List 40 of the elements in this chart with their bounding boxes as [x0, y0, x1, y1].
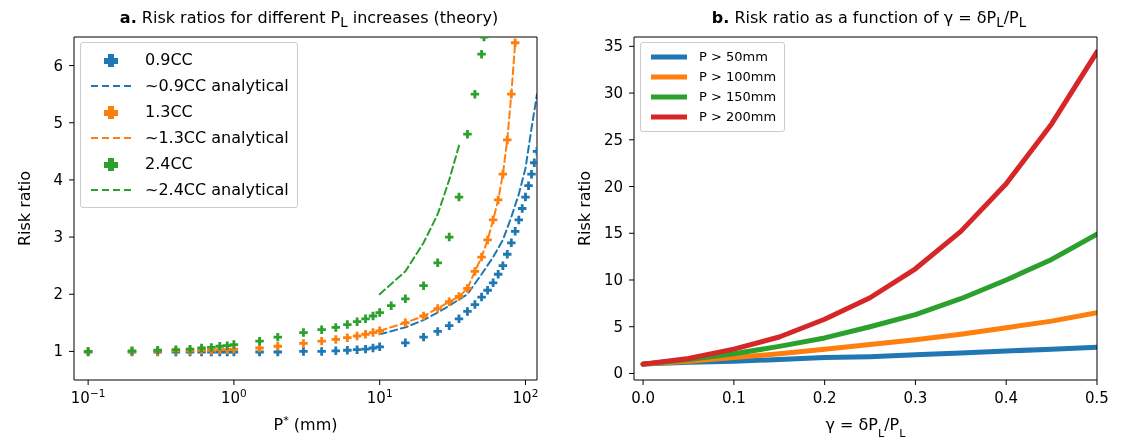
- y-tick-label: 0: [613, 364, 623, 383]
- legend-label: P > 150mm: [699, 88, 777, 106]
- y-tick-label: 5: [53, 113, 63, 132]
- y-tick-label: 30: [603, 84, 623, 103]
- x-tick-label: 0.4: [994, 389, 1019, 407]
- y-tick-label: 2: [53, 285, 63, 304]
- y-tick-label: 4: [53, 170, 63, 189]
- legend-label: ~0.9CC analytical: [145, 75, 289, 97]
- y-tick-label: 5: [613, 317, 623, 336]
- y-tick-label: 3: [53, 228, 63, 247]
- x-tick-label: 0.5: [1085, 389, 1109, 407]
- y-tick-label: 15: [603, 224, 623, 243]
- legend-label: P > 200mm: [699, 108, 777, 126]
- x-tick-label: 10$^{1}$: [366, 387, 393, 407]
- y-axis-title: Risk ratio: [15, 170, 34, 247]
- y-tick-label: 10: [603, 271, 623, 289]
- legend-label: ~2.4CC analytical: [145, 179, 289, 201]
- x-axis-title: P$^{*}$ (mm): [273, 413, 338, 434]
- y-tick-label: 6: [53, 56, 63, 75]
- chart-title: a. Risk ratios for different P$_{L}$ increases (theory): [119, 8, 499, 31]
- x-tick-label: 0.1: [721, 389, 746, 407]
- x-tick-label: 0.0: [631, 389, 656, 407]
- legend-label: 2.4CC: [145, 153, 193, 175]
- x-axis-title: γ = δP$_{L}$/P$_{L}$: [825, 415, 907, 440]
- x-tick-label: 10$^{2}$: [512, 387, 539, 407]
- legend-label: 0.9CC: [145, 49, 193, 71]
- legend-label: P > 50mm: [699, 48, 768, 66]
- x-tick-label: 0.3: [903, 389, 928, 407]
- x-tick-label: 10$^{0}$: [221, 387, 247, 407]
- y-tick-label: 1: [53, 342, 63, 361]
- x-tick-label: 10$^{−1}$: [70, 387, 106, 407]
- chart-title: b. Risk ratio as a function of γ = δP$_{L}$/P$_{L}$: [711, 8, 1027, 31]
- legend-label: 1.3CC: [145, 101, 193, 123]
- legend-label: P > 100mm: [699, 68, 777, 86]
- y-tick-label: 35: [603, 37, 623, 56]
- y-tick-label: 20: [603, 177, 623, 196]
- x-tick-label: 0.2: [812, 389, 837, 407]
- y-tick-label: 25: [603, 130, 623, 149]
- legend-label: ~1.3CC analytical: [145, 127, 289, 149]
- y-axis-title: Risk ratio: [575, 170, 594, 247]
